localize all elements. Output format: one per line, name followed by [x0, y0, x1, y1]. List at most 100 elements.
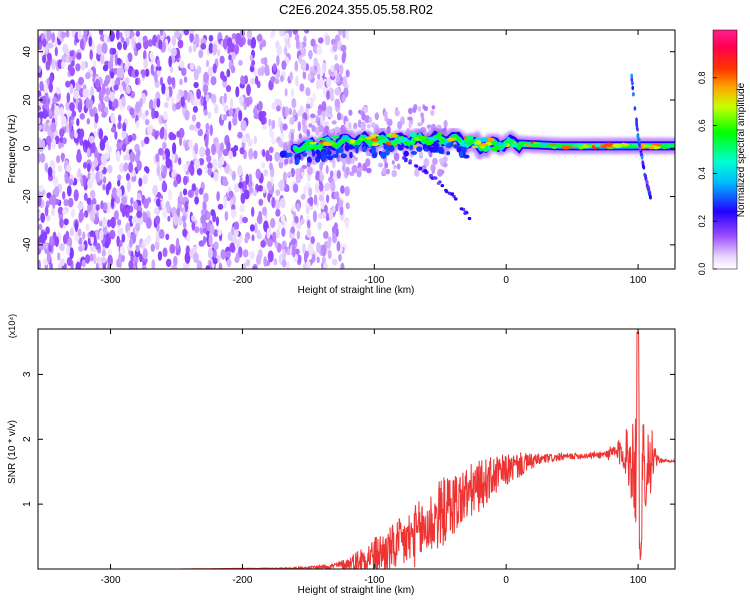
noise-blob	[336, 241, 341, 252]
noise-blob	[309, 196, 314, 207]
noise-blob	[140, 69, 146, 76]
noise-blob	[58, 141, 62, 149]
noise-blob	[200, 209, 205, 216]
noise-blob	[282, 248, 287, 260]
noise-blob	[323, 204, 328, 214]
noise-blob	[219, 55, 225, 64]
noise-blob	[156, 98, 161, 108]
noise-blob	[39, 152, 46, 163]
noise-blob	[46, 30, 52, 41]
noise-blob	[162, 207, 168, 219]
noise-blob	[66, 245, 71, 256]
snr-x-ticks: -300 -200 -100 0 100	[101, 329, 647, 586]
noise-blob	[109, 229, 116, 240]
noise-blob	[194, 226, 200, 234]
noise-blob	[239, 95, 245, 105]
band-hotspot	[604, 142, 614, 147]
noise-blob	[308, 49, 313, 60]
noise-blob	[212, 63, 217, 74]
noise-blob	[317, 62, 321, 75]
noise-blob	[334, 54, 338, 61]
noise-blob	[278, 179, 285, 192]
noise-blob	[318, 37, 324, 44]
noise-blob	[248, 148, 254, 160]
noise-blob	[171, 133, 177, 141]
noise-blob	[51, 32, 56, 43]
spectrogram-y-ticks: -40 -20 0 20 40	[22, 46, 675, 252]
noise-blob	[76, 151, 82, 163]
noise-blob	[251, 234, 255, 242]
noise-blob	[243, 189, 250, 200]
x-tick-label: -200	[232, 575, 252, 586]
noise-blob	[66, 123, 70, 134]
noise-blob	[101, 250, 106, 257]
noise-blob	[316, 44, 322, 56]
noise-blob	[233, 145, 239, 152]
noise-blob	[437, 168, 443, 177]
noise-blob	[180, 96, 185, 107]
noise-blob	[75, 261, 82, 269]
band-hotspot	[366, 140, 374, 144]
noise-blob	[244, 236, 249, 244]
noise-blob	[258, 198, 264, 206]
noise-blob	[260, 240, 266, 248]
noise-blob	[143, 58, 149, 69]
noise-blob	[98, 30, 104, 36]
noise-blob	[319, 173, 325, 182]
noise-blob	[242, 216, 248, 224]
noise-blob	[267, 250, 274, 263]
noise-blob	[109, 30, 115, 42]
noise-blob	[99, 139, 106, 151]
noise-blob	[232, 150, 237, 158]
noise-blob	[84, 210, 89, 218]
noise-blob	[107, 164, 113, 174]
noise-blob	[65, 230, 70, 240]
noise-blob	[189, 31, 194, 43]
noise-blob	[360, 122, 364, 131]
band-blob	[410, 150, 418, 155]
noise-blob	[101, 42, 108, 54]
noise-blob	[159, 30, 164, 36]
streak-blob	[635, 117, 638, 122]
noise-blob	[38, 65, 42, 73]
noise-blob	[417, 122, 423, 127]
noise-blob	[301, 164, 308, 170]
noise-blob	[254, 75, 259, 85]
noise-blob	[279, 197, 286, 209]
streak-blob	[647, 185, 650, 190]
noise-blob	[264, 64, 270, 76]
noise-blob	[200, 95, 204, 106]
noise-blob	[243, 75, 249, 85]
noise-blob	[85, 97, 90, 109]
noise-blob	[59, 243, 65, 252]
colorbar-ticks: 0.0 0.2 0.4 0.6 0.8	[697, 72, 717, 276]
noise-blob	[82, 231, 86, 240]
band-hotspot	[594, 143, 601, 148]
noise-blob	[81, 259, 86, 268]
noise-blob	[59, 106, 64, 118]
tail-blob	[454, 197, 458, 201]
noise-blob	[95, 204, 100, 211]
noise-blob	[127, 52, 133, 63]
noise-blob	[121, 130, 127, 139]
noise-blob	[319, 161, 323, 171]
noise-blob	[140, 139, 145, 148]
noise-blob	[165, 233, 170, 241]
noise-blob	[98, 128, 104, 140]
noise-blob	[98, 103, 102, 112]
noise-blob	[282, 171, 287, 182]
noise-blob	[74, 131, 78, 139]
noise-blob	[306, 129, 311, 137]
colorbar-tick-label: 0.4	[697, 167, 707, 180]
noise-blob	[165, 86, 170, 98]
band-hotspot	[379, 138, 390, 143]
noise-blob	[234, 221, 240, 231]
band-blob	[306, 156, 312, 163]
noise-blob	[255, 168, 261, 180]
colorbar-tick-label: 0.0	[697, 263, 707, 276]
noise-blob	[205, 147, 211, 157]
noise-blob	[111, 187, 118, 199]
noise-blob	[271, 119, 276, 130]
noise-blob	[271, 138, 277, 145]
noise-blob	[345, 202, 350, 210]
